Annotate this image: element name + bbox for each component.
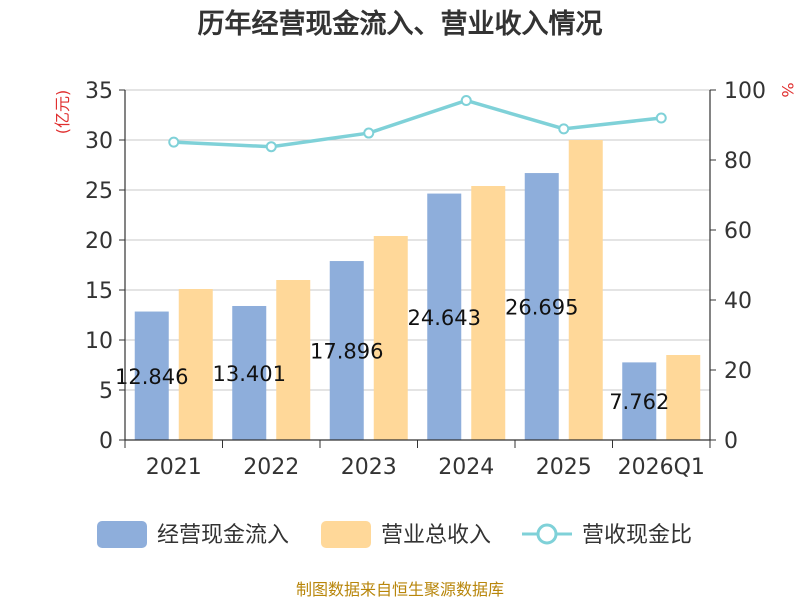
left-axis-unit: (亿元) bbox=[53, 90, 72, 135]
bar-cash-inflow bbox=[329, 261, 364, 440]
bar-revenue bbox=[178, 289, 213, 440]
bar-data-label: 17.896 bbox=[310, 340, 383, 364]
ratio-point bbox=[265, 141, 277, 153]
line-series bbox=[168, 95, 667, 153]
x-tick-label: 2025 bbox=[536, 455, 592, 480]
bar-revenue bbox=[471, 186, 506, 440]
left-tick-label: 5 bbox=[99, 379, 113, 404]
legend-label: 营收现金比 bbox=[582, 523, 692, 548]
bar-data-label: 13.401 bbox=[213, 362, 286, 386]
x-tick-label: 2022 bbox=[243, 455, 299, 480]
right-tick-label: 80 bbox=[724, 149, 752, 174]
ratio-point bbox=[460, 95, 472, 106]
ratio-point bbox=[168, 136, 180, 148]
legend-swatch bbox=[97, 521, 147, 548]
right-tick-label: 40 bbox=[724, 289, 752, 314]
legend: 经营现金流入 营业总收入 营收现金比 bbox=[97, 521, 692, 548]
left-tick-label: 15 bbox=[85, 279, 113, 304]
left-tick-label: 30 bbox=[85, 129, 113, 154]
bar-data-label: 12.846 bbox=[115, 365, 188, 389]
x-tick-label: 2026Q1 bbox=[618, 455, 705, 480]
left-tick-label: 0 bbox=[99, 429, 113, 454]
legend-label: 经营现金流入 bbox=[157, 523, 289, 548]
right-tick-label: 0 bbox=[724, 429, 738, 454]
source-note: 制图数据来自恒生聚源数据库 bbox=[296, 580, 504, 599]
bars bbox=[134, 140, 701, 441]
right-axis-unit: % bbox=[778, 82, 797, 97]
legend-marker bbox=[536, 523, 558, 545]
left-tick-label: 35 bbox=[85, 79, 113, 104]
left-tick-label: 10 bbox=[85, 329, 113, 354]
bar-data-label: 24.643 bbox=[408, 306, 481, 330]
x-tick-label: 2023 bbox=[341, 455, 397, 480]
right-tick-label: 100 bbox=[724, 79, 766, 104]
bar-cash-inflow bbox=[524, 173, 559, 441]
x-tick-label: 2024 bbox=[438, 455, 494, 480]
ratio-point bbox=[363, 127, 375, 139]
bar-revenue bbox=[568, 140, 603, 440]
legend-swatch bbox=[321, 521, 371, 548]
legend-label: 营业总收入 bbox=[381, 523, 491, 548]
left-tick-label: 25 bbox=[85, 179, 113, 204]
bar-revenue bbox=[373, 236, 408, 440]
grid bbox=[125, 89, 710, 391]
ratio-line bbox=[173, 98, 662, 149]
bar-cash-inflow bbox=[427, 193, 462, 440]
bar-cash-inflow bbox=[134, 311, 169, 440]
x-tick-label: 2021 bbox=[146, 455, 202, 480]
ratio-point bbox=[558, 123, 570, 135]
ratio-point bbox=[655, 112, 667, 124]
bar-revenue bbox=[666, 355, 701, 440]
chart-title: 历年经营现金流入、营业收入情况 bbox=[198, 8, 603, 40]
data-labels: 12.846 13.401 17.896 24.643 26.695 7.762 bbox=[115, 296, 669, 415]
bar-data-label: 26.695 bbox=[505, 296, 578, 320]
bar-cash-inflow bbox=[622, 362, 657, 440]
right-tick-label: 60 bbox=[724, 219, 752, 244]
bar-data-label: 7.762 bbox=[609, 390, 669, 414]
right-tick-label: 20 bbox=[724, 359, 752, 384]
bar-cash-inflow bbox=[232, 305, 267, 440]
bar-revenue bbox=[276, 280, 311, 440]
left-tick-label: 20 bbox=[85, 229, 113, 254]
